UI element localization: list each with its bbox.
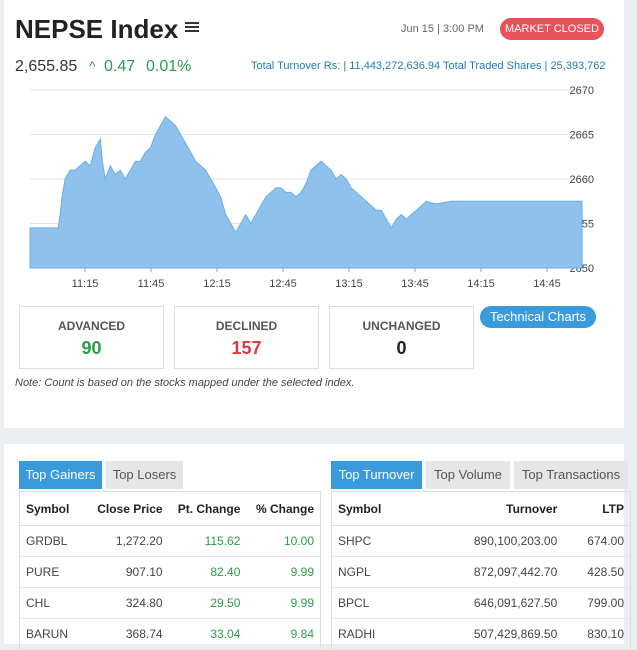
up-arrow-icon: ^ bbox=[89, 58, 96, 74]
table-cell: 115.62 bbox=[162, 525, 241, 557]
column-header: Close Price bbox=[81, 491, 163, 526]
menu-icon[interactable] bbox=[185, 22, 199, 36]
table-cell: 830.10 bbox=[557, 618, 631, 650]
table-cell[interactable]: PURE bbox=[19, 556, 82, 588]
index-area-series bbox=[29, 115, 583, 269]
x-tick-label: 14:15 bbox=[467, 278, 495, 290]
table-cell[interactable]: NGPL bbox=[331, 556, 416, 588]
table-cell: 799.00 bbox=[557, 587, 631, 619]
x-tick-label: 11:15 bbox=[72, 278, 99, 290]
page-title: NEPSE Index bbox=[15, 14, 179, 44]
x-tick-label: 11:45 bbox=[138, 278, 165, 290]
advanced-box: ADVANCED 90 bbox=[19, 306, 164, 369]
x-tick-label: 13:45 bbox=[401, 278, 429, 290]
unchanged-count: 0 bbox=[396, 338, 407, 358]
declined-box: DECLINED 157 bbox=[174, 306, 319, 369]
table-cell[interactable]: CHL bbox=[19, 587, 82, 619]
table-row[interactable]: CHL 324.80 29.50 9.99 bbox=[19, 587, 321, 619]
technical-charts-button[interactable]: Technical Charts bbox=[480, 306, 596, 328]
turnover-summary: Total Turnover Rs: | 11,443,272,636.94 T… bbox=[251, 60, 606, 72]
table-cell: 646,091,627.50 bbox=[415, 587, 558, 619]
x-tick-label: 14:45 bbox=[533, 278, 561, 290]
advanced-count: 90 bbox=[81, 338, 102, 358]
y-tick-label: 2670 bbox=[570, 85, 594, 97]
table-cell[interactable]: RADHI bbox=[331, 618, 416, 650]
table-cell[interactable]: GRDBL bbox=[19, 525, 82, 557]
table-cell: 890,100,203.00 bbox=[415, 525, 558, 557]
table-row[interactable]: PURE 907.10 82.40 9.99 bbox=[19, 556, 321, 588]
x-tick-label: 13:15 bbox=[335, 278, 363, 290]
y-tick-label: 2660 bbox=[570, 174, 594, 186]
table-cell: 29.50 bbox=[162, 587, 241, 619]
index-chart: 2670266526602655265011:1511:4512:1512:45… bbox=[29, 85, 594, 290]
x-tick-label: 12:45 bbox=[269, 278, 297, 290]
tab-top-gainers[interactable]: Top Gainers bbox=[19, 461, 102, 489]
table-row[interactable]: BARUN 368.74 33.04 9.84 bbox=[19, 618, 321, 650]
table-cell: 1,272.20 bbox=[81, 525, 163, 557]
table-row[interactable]: SHPC 890,100,203.00 674.00 bbox=[331, 525, 631, 557]
table-cell: 428.50 bbox=[557, 556, 631, 588]
y-tick-label: 2665 bbox=[570, 130, 594, 142]
table-cell: 9.99 bbox=[240, 587, 321, 619]
table-cell: 872,097,442.70 bbox=[415, 556, 558, 588]
table-cell: 507,429,869.50 bbox=[415, 618, 558, 650]
tab-top-transactions[interactable]: Top Transactions bbox=[514, 461, 628, 489]
table-cell: 82.40 bbox=[162, 556, 241, 588]
table-cell: 9.84 bbox=[240, 618, 321, 650]
change-points: 0.47 bbox=[104, 58, 136, 75]
table-cell: 10.00 bbox=[240, 525, 321, 557]
column-header: LTP bbox=[557, 491, 631, 526]
table-row[interactable]: RADHI 507,429,869.50 830.10 bbox=[331, 618, 631, 650]
table-cell[interactable]: BPCL bbox=[331, 587, 416, 619]
table-cell: 9.99 bbox=[240, 556, 321, 588]
top-turnover-table: Symbol Turnover LTP SHPC 890,100,203.00 67… bbox=[331, 491, 631, 650]
tab-top-volume[interactable]: Top Volume bbox=[426, 461, 510, 489]
table-cell[interactable]: BARUN bbox=[19, 618, 82, 650]
column-header: Symbol bbox=[19, 491, 82, 526]
table-cell[interactable]: SHPC bbox=[331, 525, 416, 557]
note-text: Note: Count is based on the stocks mappe… bbox=[15, 377, 355, 389]
declined-label: DECLINED bbox=[215, 319, 278, 333]
table-cell: 324.80 bbox=[81, 587, 163, 619]
top-gainers-table: Symbol Close Price Pt. Change % Change G… bbox=[19, 491, 321, 650]
column-header: Symbol bbox=[331, 491, 416, 526]
table-row[interactable]: NGPL 872,097,442.70 428.50 bbox=[331, 556, 631, 588]
x-tick-label: 12:15 bbox=[203, 278, 231, 290]
table-cell: 907.10 bbox=[81, 556, 163, 588]
tab-top-turnover[interactable]: Top Turnover bbox=[331, 461, 422, 489]
table-cell: 33.04 bbox=[162, 618, 241, 650]
index-value: 2,655.85 bbox=[15, 58, 78, 75]
column-header: % Change bbox=[240, 491, 321, 526]
table-cell: 674.00 bbox=[557, 525, 631, 557]
change-percent: 0.01% bbox=[146, 58, 192, 75]
unchanged-label: UNCHANGED bbox=[362, 319, 441, 333]
column-header: Pt. Change bbox=[162, 491, 241, 526]
market-datetime: Jun 15 | 3:00 PM bbox=[401, 23, 484, 35]
unchanged-box: UNCHANGED 0 bbox=[329, 306, 474, 369]
table-row[interactable]: BPCL 646,091,627.50 799.00 bbox=[331, 587, 631, 619]
table-cell: 368.74 bbox=[81, 618, 163, 650]
market-status-badge: MARKET CLOSED bbox=[500, 18, 604, 40]
column-header: Turnover bbox=[415, 491, 558, 526]
advanced-label: ADVANCED bbox=[57, 319, 126, 333]
table-row[interactable]: GRDBL 1,272.20 115.62 10.00 bbox=[19, 525, 321, 557]
declined-count: 157 bbox=[231, 338, 262, 358]
tab-top-losers[interactable]: Top Losers bbox=[106, 461, 183, 489]
